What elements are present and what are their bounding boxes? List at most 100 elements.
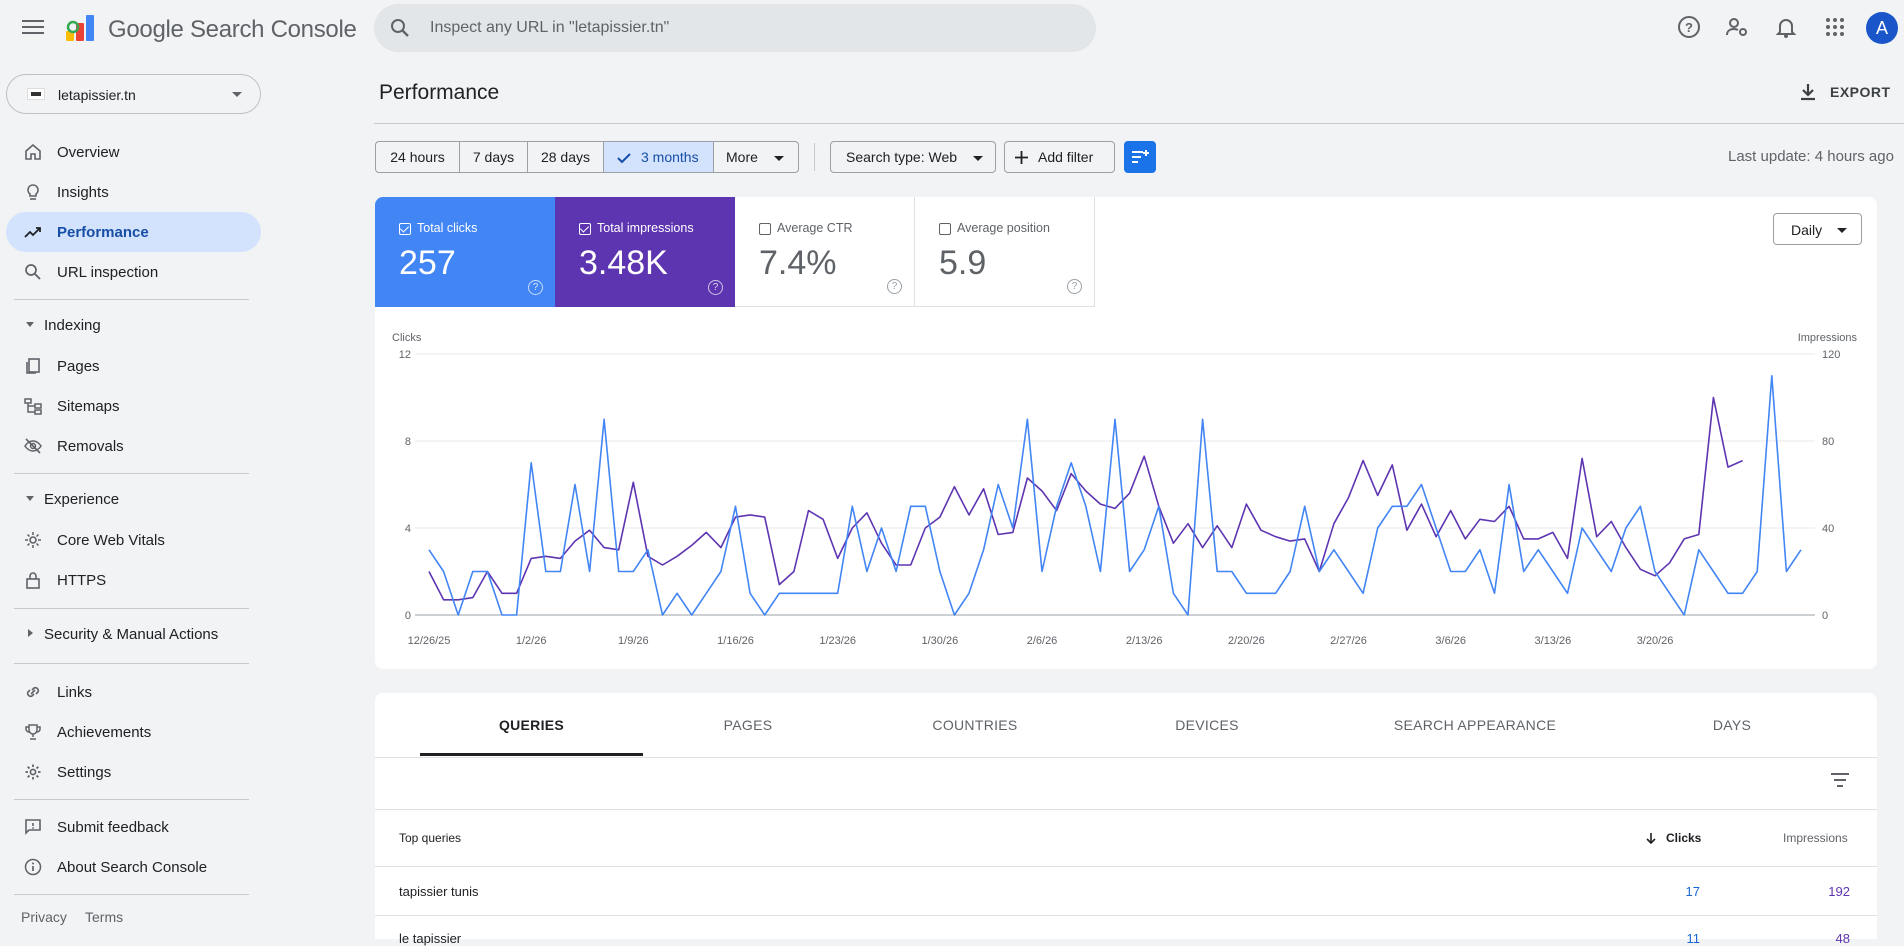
divider xyxy=(14,894,249,895)
tab-search-appearance[interactable]: SEARCH APPEARANCE xyxy=(1393,717,1557,733)
help-icon[interactable]: ? xyxy=(1676,14,1702,40)
help-icon[interactable]: ? xyxy=(887,279,902,294)
sidebar-item-submit-feedback[interactable]: Submit feedback xyxy=(6,807,261,847)
sidebar-item-links[interactable]: Links xyxy=(6,672,261,712)
y-left-tick-label: 8 xyxy=(405,436,411,448)
help-icon[interactable]: ? xyxy=(528,280,543,295)
url-inspect-search[interactable] xyxy=(374,4,1096,52)
sidebar: letapissier.tn Overview Insights Perform… xyxy=(0,56,262,939)
property-selector[interactable]: letapissier.tn xyxy=(6,74,261,114)
x-tick-label: 3/20/26 xyxy=(1637,635,1674,647)
sidebar-item-pages[interactable]: Pages xyxy=(6,346,261,386)
query-cell: tapissier tunis xyxy=(399,884,479,899)
metric-average-position[interactable]: Average position 5.9 ? xyxy=(915,197,1095,307)
notifications-icon[interactable] xyxy=(1773,14,1799,40)
help-icon[interactable]: ? xyxy=(1067,279,1082,294)
divider xyxy=(14,299,249,300)
add-filter-button[interactable]: Add filter xyxy=(1004,141,1115,173)
y-right-tick-label: 80 xyxy=(1822,436,1834,448)
tab-devices[interactable]: DEVICES xyxy=(1175,717,1239,733)
metric-total-clicks[interactable]: Total clicks 257 ? xyxy=(375,197,555,307)
divider xyxy=(14,663,249,664)
range-24-hours[interactable]: 24 hours xyxy=(375,141,459,173)
filter-settings-button[interactable] xyxy=(1124,141,1156,173)
last-update-text: Last update: 4 hours ago xyxy=(1728,148,1894,165)
metric-value: 7.4% xyxy=(759,244,837,282)
metric-average-ctr[interactable]: Average CTR 7.4% ? xyxy=(735,197,915,307)
range-more-dropdown[interactable]: More xyxy=(713,141,799,173)
sidebar-item-label: Pages xyxy=(57,358,100,375)
range-7-days[interactable]: 7 days xyxy=(459,141,527,173)
sidebar-item-url-inspection[interactable]: URL inspection xyxy=(6,252,261,292)
sidebar-item-overview[interactable]: Overview xyxy=(6,132,261,172)
divider xyxy=(14,608,249,609)
help-icon[interactable]: ? xyxy=(708,280,723,295)
main-menu-icon[interactable] xyxy=(22,17,44,39)
speed-gauge-icon xyxy=(25,532,41,548)
granularity-dropdown[interactable]: Daily xyxy=(1773,213,1862,245)
sidebar-item-sitemaps[interactable]: Sitemaps xyxy=(6,386,261,426)
property-favicon xyxy=(27,88,45,100)
x-tick-label: 2/13/26 xyxy=(1126,635,1163,647)
x-tick-label: 1/30/26 xyxy=(921,635,958,647)
x-tick-label: 1/16/26 xyxy=(717,635,754,647)
sidebar-item-core-web-vitals[interactable]: Core Web Vitals xyxy=(6,520,261,560)
search-type-label: Search type: Web xyxy=(846,149,958,165)
y-right-tick-label: 40 xyxy=(1822,523,1834,535)
sidebar-item-label: Performance xyxy=(57,224,149,241)
sidebar-item-removals[interactable]: Removals xyxy=(6,426,261,466)
search-input[interactable] xyxy=(430,4,1070,52)
sidebar-item-settings[interactable]: Settings xyxy=(6,752,261,792)
section-security[interactable]: Security & Manual Actions xyxy=(6,619,261,651)
sidebar-item-https[interactable]: HTTPS xyxy=(6,560,261,600)
caret-down-icon xyxy=(26,322,34,327)
section-experience[interactable]: Experience xyxy=(6,484,261,516)
column-header-impressions[interactable]: Impressions xyxy=(1783,831,1848,845)
app-title: Google Search Console xyxy=(108,16,357,43)
sidebar-item-label: Core Web Vitals xyxy=(57,532,165,549)
sidebar-item-label: HTTPS xyxy=(57,572,107,589)
caret-down-icon xyxy=(774,156,784,161)
metric-label: Average CTR xyxy=(777,221,853,235)
x-tick-label: 2/20/26 xyxy=(1228,635,1265,647)
privacy-link[interactable]: Privacy xyxy=(21,909,67,925)
page-title: Performance xyxy=(379,81,500,104)
tab-queries[interactable]: QUERIES xyxy=(498,717,565,733)
top-bar: Google Search Console ? A xyxy=(0,0,1904,56)
series-line-clicks xyxy=(428,374,1802,616)
x-tick-label: 1/9/26 xyxy=(618,635,649,647)
sidebar-item-performance[interactable]: Performance xyxy=(6,212,261,252)
divider xyxy=(375,915,1877,916)
range-28-days[interactable]: 28 days xyxy=(527,141,603,173)
terms-link[interactable]: Terms xyxy=(85,909,124,925)
header-divider xyxy=(374,123,1904,124)
sidebar-item-achievements[interactable]: Achievements xyxy=(6,712,261,752)
account-avatar[interactable]: A xyxy=(1866,12,1898,44)
sidebar-item-label: Settings xyxy=(57,764,112,781)
sidebar-item-insights[interactable]: Insights xyxy=(6,172,261,212)
trending-up-icon xyxy=(24,227,41,238)
link-icon xyxy=(26,686,40,698)
tab-countries[interactable]: COUNTRIES xyxy=(932,717,1018,733)
user-settings-icon[interactable] xyxy=(1724,14,1750,40)
divider xyxy=(14,799,249,800)
tab-pages[interactable]: PAGES xyxy=(723,717,773,733)
x-tick-label: 1/2/26 xyxy=(516,635,547,647)
performance-line-chart: Clicks Impressions 0 0 4 40 8 80 12 120 12/26/25 1/… xyxy=(392,332,1858,647)
divider xyxy=(375,866,1877,867)
sidebar-item-label: About Search Console xyxy=(57,859,208,876)
filter-rows-icon[interactable] xyxy=(1829,769,1851,791)
chevron-down-icon xyxy=(232,92,242,97)
range-more-label: More xyxy=(726,149,758,165)
search-type-dropdown[interactable]: Search type: Web xyxy=(830,141,996,173)
filter-settings-icon xyxy=(1132,150,1149,163)
y-left-tick-label: 12 xyxy=(399,349,411,361)
range-3-months[interactable]: 3 months xyxy=(603,141,713,173)
sidebar-item-about[interactable]: About Search Console xyxy=(6,847,261,887)
tab-days[interactable]: DAYS xyxy=(1712,717,1752,733)
section-indexing[interactable]: Indexing xyxy=(6,310,261,342)
home-icon xyxy=(25,143,41,160)
apps-grid-icon[interactable] xyxy=(1822,14,1848,40)
visibility-off-icon xyxy=(24,438,42,454)
metric-total-impressions[interactable]: Total impressions 3.48K ? xyxy=(555,197,735,307)
